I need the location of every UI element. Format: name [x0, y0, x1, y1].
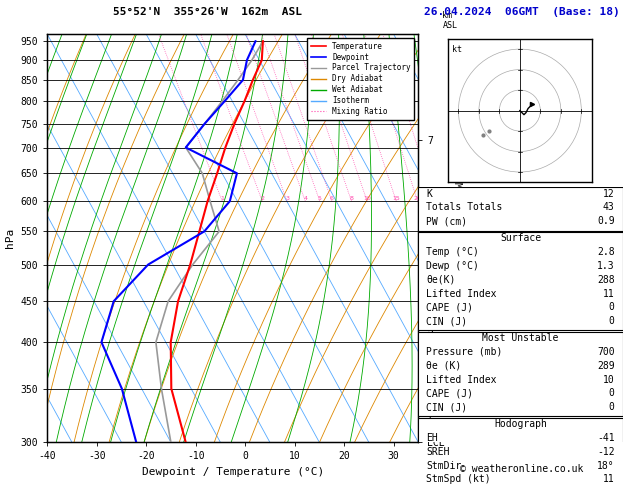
Text: 0.9: 0.9	[597, 216, 615, 226]
Text: Lifted Index: Lifted Index	[426, 289, 497, 298]
Text: 0: 0	[609, 302, 615, 312]
Text: 289: 289	[597, 361, 615, 371]
Text: Surface: Surface	[500, 233, 541, 243]
Text: Totals Totals: Totals Totals	[426, 203, 503, 212]
Text: 26.04.2024  06GMT  (Base: 18): 26.04.2024 06GMT (Base: 18)	[424, 7, 620, 17]
Text: 1.3: 1.3	[597, 261, 615, 271]
Text: 18°: 18°	[597, 461, 615, 470]
Bar	[418, 331, 623, 417]
Text: 8: 8	[350, 196, 353, 201]
Text: © weatheronline.co.uk: © weatheronline.co.uk	[460, 464, 584, 474]
Text: EH: EH	[426, 433, 438, 443]
Text: 1: 1	[220, 196, 224, 201]
Y-axis label: hPa: hPa	[5, 228, 15, 248]
Text: 0: 0	[609, 402, 615, 412]
Text: 20: 20	[414, 196, 421, 201]
Text: 6: 6	[330, 196, 334, 201]
Bar	[418, 232, 623, 330]
Text: 700: 700	[597, 347, 615, 357]
Text: Hodograph: Hodograph	[494, 419, 547, 429]
Text: Temp (°C): Temp (°C)	[426, 247, 479, 257]
Text: K: K	[426, 189, 432, 199]
Y-axis label: Mixing Ratio (g/kg): Mixing Ratio (g/kg)	[452, 182, 462, 294]
Text: StmDir: StmDir	[426, 461, 462, 470]
Text: 3: 3	[285, 196, 289, 201]
Text: 12: 12	[603, 189, 615, 199]
Text: CIN (J): CIN (J)	[426, 402, 467, 412]
Text: CIN (J): CIN (J)	[426, 316, 467, 326]
Text: Lifted Index: Lifted Index	[426, 375, 497, 384]
Legend: Temperature, Dewpoint, Parcel Trajectory, Dry Adiabat, Wet Adiabat, Isotherm, Mi: Temperature, Dewpoint, Parcel Trajectory…	[307, 38, 415, 120]
Text: CAPE (J): CAPE (J)	[426, 388, 474, 399]
Text: 43: 43	[603, 203, 615, 212]
Text: 0: 0	[609, 316, 615, 326]
Text: θe (K): θe (K)	[426, 361, 462, 371]
Text: θe(K): θe(K)	[426, 275, 456, 285]
Text: 11: 11	[603, 474, 615, 485]
Text: -41: -41	[597, 433, 615, 443]
Text: Pressure (mb): Pressure (mb)	[426, 347, 503, 357]
Text: Dewp (°C): Dewp (°C)	[426, 261, 479, 271]
Text: 10: 10	[603, 375, 615, 384]
Text: PW (cm): PW (cm)	[426, 216, 467, 226]
Text: 15: 15	[392, 196, 400, 201]
Text: 5: 5	[318, 196, 321, 201]
X-axis label: Dewpoint / Temperature (°C): Dewpoint / Temperature (°C)	[142, 467, 324, 477]
Text: 2.8: 2.8	[597, 247, 615, 257]
Text: 10: 10	[363, 196, 371, 201]
Text: 0: 0	[609, 388, 615, 399]
Bar	[418, 187, 623, 230]
Text: 2: 2	[260, 196, 264, 201]
Text: 55°52'N  355°26'W  162m  ASL: 55°52'N 355°26'W 162m ASL	[113, 7, 302, 17]
Text: 11: 11	[603, 289, 615, 298]
Text: 4: 4	[303, 196, 307, 201]
Text: kt: kt	[452, 45, 462, 54]
Text: 288: 288	[597, 275, 615, 285]
Text: Most Unstable: Most Unstable	[482, 333, 559, 343]
Text: CAPE (J): CAPE (J)	[426, 302, 474, 312]
Text: StmSpd (kt): StmSpd (kt)	[426, 474, 491, 485]
Text: km
ASL: km ASL	[442, 11, 457, 30]
Text: SREH: SREH	[426, 447, 450, 457]
Bar	[418, 418, 623, 486]
Text: -12: -12	[597, 447, 615, 457]
